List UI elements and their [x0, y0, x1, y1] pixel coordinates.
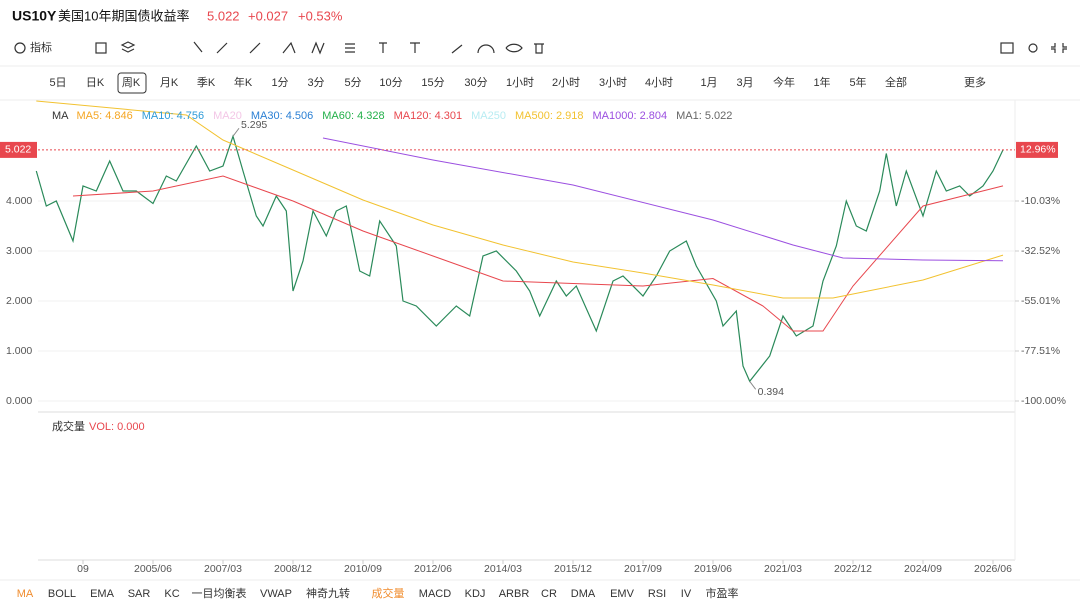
timeframe[interactable]: 1小时: [506, 76, 534, 89]
symbol-name: 美国10年期国债收益率: [58, 8, 189, 23]
timeframe[interactable]: 全部: [885, 75, 907, 89]
x-tick-label: 2017/09: [624, 563, 662, 575]
legend-entry: MA5: 4.846: [77, 110, 133, 122]
y2-tick-label: -10.03%: [1021, 195, 1060, 207]
annotation-leader: [749, 380, 757, 390]
last-price-label: 5.022: [5, 144, 31, 156]
legend-entry: MA20: [213, 110, 242, 122]
volume-value: VOL: 0.000: [89, 421, 145, 433]
legend-entry: MA1: 5.022: [676, 110, 732, 122]
indicator-tab[interactable]: BOLL: [48, 588, 76, 600]
x-tick-label: 2005/06: [134, 563, 172, 575]
indicator-tab[interactable]: KDJ: [465, 588, 486, 600]
timeframe[interactable]: 月K: [160, 77, 179, 89]
timeframe[interactable]: 2小时: [552, 76, 580, 89]
x-tick-label: 2014/03: [484, 563, 522, 575]
indicator-tab[interactable]: EMV: [610, 588, 635, 600]
series-line: [35, 134, 1004, 383]
indicator-tab[interactable]: IV: [681, 588, 692, 600]
legend-entry: MA250: [471, 110, 506, 122]
indicator-tab[interactable]: ARBR: [499, 588, 530, 600]
legend-entry: MA10: 4.756: [142, 110, 204, 122]
indicator-tab[interactable]: CR: [541, 588, 557, 600]
toolbar-icons[interactable]: [14, 41, 1067, 55]
indicator-tab[interactable]: DMA: [571, 588, 596, 600]
series-line: [36, 100, 1004, 299]
x-tick-label: 2026/06: [974, 563, 1012, 575]
timeframe[interactable]: 3小时: [599, 76, 627, 89]
legend-entry: MA1000: 2.804: [593, 110, 668, 122]
indicator-tab[interactable]: MA: [17, 588, 34, 600]
y2-tick-label: -55.01%: [1021, 295, 1060, 307]
indicator-tab[interactable]: 神奇九转: [306, 586, 350, 600]
timeframe[interactable]: 年K: [234, 75, 253, 89]
indicator-button[interactable]: 指标: [30, 40, 52, 54]
legend-entry: MA120: 4.301: [394, 110, 463, 122]
y-tick-label: 0.000: [6, 395, 32, 407]
legend-entry: MA60: 4.328: [322, 110, 384, 122]
y2-tick-label: -77.51%: [1021, 345, 1060, 357]
x-tick-label: 2024/09: [904, 563, 942, 575]
y-tick-label: 2.000: [6, 295, 32, 307]
indicator-tab[interactable]: SAR: [128, 588, 151, 600]
timeframe[interactable]: 4小时: [645, 76, 673, 89]
timeframe[interactable]: 30分: [464, 76, 487, 89]
timeframe[interactable]: 15分: [421, 76, 444, 89]
timeframe[interactable]: 更多: [964, 75, 986, 89]
series-line: [72, 175, 1004, 332]
annotation: 0.394: [758, 386, 784, 398]
timeframe[interactable]: 季K: [197, 76, 216, 89]
change-pct: +0.53%: [298, 8, 343, 23]
selected-timeframe: [117, 72, 147, 94]
timeframe[interactable]: 5分: [344, 76, 361, 89]
indicator-tab[interactable]: KC: [164, 588, 179, 600]
indicator-tab[interactable]: 一目均衡表: [192, 586, 247, 600]
x-tick-label: 2019/06: [694, 563, 732, 575]
timeframe[interactable]: 3分: [307, 76, 324, 89]
y-tick-label: 1.000: [6, 345, 32, 357]
timeframe[interactable]: 5年: [849, 75, 866, 89]
y-tick-label: 3.000: [6, 245, 32, 257]
timeframe[interactable]: 10分: [379, 76, 402, 89]
series-line: [322, 137, 1004, 262]
last-pct-badge: [1016, 141, 1058, 158]
indicator-tab[interactable]: 市盈率: [706, 586, 739, 600]
indicator-tab[interactable]: VWAP: [260, 588, 292, 600]
timeframe[interactable]: 日K: [86, 77, 105, 89]
y2-tick-label: -32.52%: [1021, 245, 1060, 257]
x-tick-label: 2021/03: [764, 563, 802, 575]
x-tick-label: 2015/12: [554, 563, 592, 575]
y-tick-label: 4.000: [6, 195, 32, 207]
y2-tick-label: -100.00%: [1021, 395, 1066, 407]
symbol: US10Y: [12, 8, 57, 24]
volume-title: 成交量: [52, 419, 85, 433]
indicator-tab[interactable]: EMA: [90, 588, 115, 600]
timeframe[interactable]: 5日: [49, 77, 66, 89]
indicator-tab[interactable]: RSI: [648, 588, 666, 600]
x-tick-label: 09: [77, 563, 89, 575]
indicator-tab[interactable]: 成交量: [372, 586, 405, 600]
x-tick-label: 2010/09: [344, 563, 382, 575]
timeframe[interactable]: 3月: [736, 77, 753, 89]
annotation: 5.295: [241, 119, 267, 131]
legend-title: MA: [52, 110, 69, 122]
legend-entry: MA30: 4.506: [251, 110, 313, 122]
timeframe[interactable]: 今年: [773, 75, 795, 89]
last-price-badge: [0, 141, 37, 158]
timeframe[interactable]: 1年: [813, 75, 830, 89]
x-tick-label: 2022/12: [834, 563, 872, 575]
price: 5.022: [207, 8, 240, 23]
x-tick-label: 2012/06: [414, 563, 452, 575]
timeframe[interactable]: 1分: [271, 76, 288, 89]
timeframe[interactable]: 1月: [700, 77, 717, 89]
last-pct-label: 12.96%: [1020, 144, 1056, 156]
x-tick-label: 2007/03: [204, 563, 242, 575]
timeframe[interactable]: 周K: [122, 76, 141, 89]
annotation-leader: [232, 127, 240, 137]
x-tick-label: 2008/12: [274, 563, 312, 575]
change: +0.027: [248, 8, 288, 23]
legend-entry: MA500: 2.918: [515, 110, 584, 122]
indicator-tab[interactable]: MACD: [419, 588, 451, 600]
